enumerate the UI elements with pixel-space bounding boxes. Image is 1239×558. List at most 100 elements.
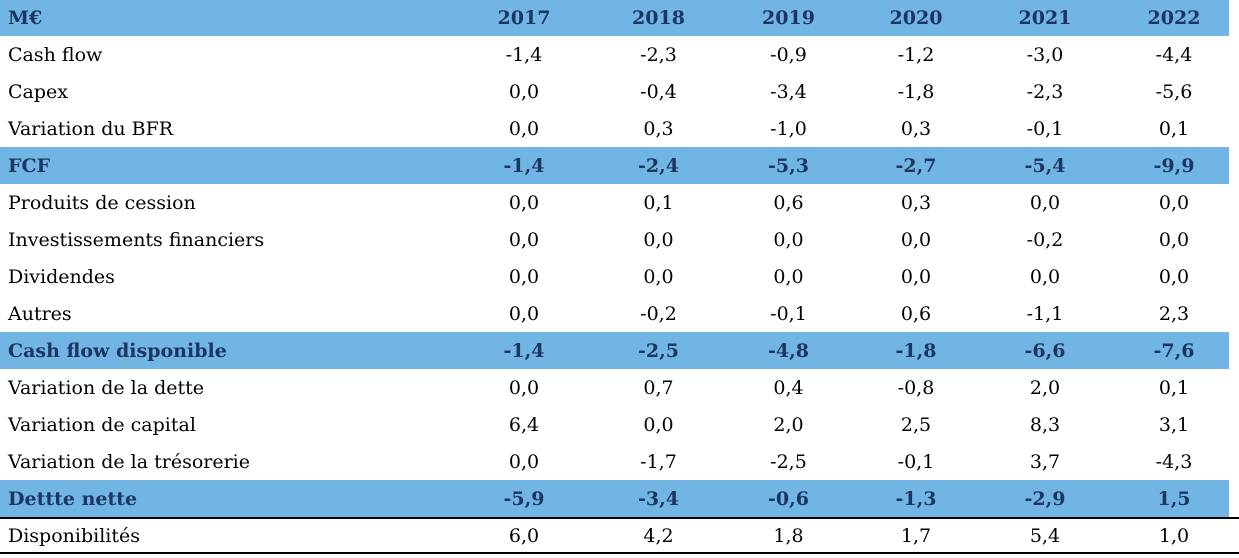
value-2018: 0,0 (643, 228, 674, 251)
row-variation-bfr: Variation du BFR 0,0 0,3 -1,0 0,3 -0,1 0… (0, 110, 1239, 147)
value-2021: -5,4 (1024, 154, 1066, 177)
value-2022: 1,0 (1158, 524, 1190, 547)
value-2020: -1,2 (897, 43, 935, 66)
value-2017: -1,4 (503, 154, 545, 177)
value-2020: 0,0 (900, 228, 932, 251)
value-2018: 0,0 (643, 413, 674, 436)
value-2020: -0,1 (897, 450, 935, 473)
value-2021: 2,0 (1029, 376, 1061, 399)
value-2019: -0,1 (770, 302, 807, 325)
value-2021: -0,2 (1026, 228, 1064, 251)
value-2018: 0,3 (643, 117, 674, 140)
value-2019: -1,0 (770, 117, 807, 140)
row-label: Cash flow (8, 43, 103, 66)
row-label: Variation du BFR (8, 117, 174, 140)
value-2018: 0,1 (643, 191, 674, 214)
value-2021: 8,3 (1029, 413, 1061, 436)
value-2020: -1,8 (895, 339, 937, 362)
value-2018: 0,0 (643, 265, 674, 288)
value-2020: -0,8 (897, 376, 935, 399)
header-row: M€ 2017 2018 2019 2020 2021 2022 (0, 0, 1239, 36)
value-2019: -0,6 (768, 487, 809, 510)
row-dividendes: Dividendes 0,0 0,0 0,0 0,0 0,0 0,0 (0, 258, 1239, 295)
value-2022: 0,1 (1158, 117, 1190, 140)
row-produits-cession: Produits de cession 0,0 0,1 0,6 0,3 0,0 … (0, 184, 1239, 221)
value-2020: 2,5 (900, 413, 932, 436)
row-disponibilites: Disponibilités 6,0 4,2 1,8 1,7 5,4 1,0 (0, 517, 1239, 554)
value-2020: -1,8 (897, 80, 935, 103)
value-2019: 0,0 (773, 228, 804, 251)
value-2017: 0,0 (508, 117, 540, 140)
value-2017: 0,0 (508, 228, 540, 251)
value-2019: 0,4 (773, 376, 804, 399)
value-2017: 6,4 (508, 413, 540, 436)
row-label: FCF (8, 154, 51, 177)
value-2019: 0,6 (773, 191, 804, 214)
value-2017: -1,4 (505, 43, 543, 66)
value-2021: 0,0 (1029, 191, 1061, 214)
value-2021: -2,3 (1026, 80, 1064, 103)
year-header-2019: 2019 (762, 7, 815, 29)
value-2021: -1,1 (1026, 302, 1064, 325)
row-capex: Capex 0,0 -0,4 -3,4 -1,8 -2,3 -5,6 (0, 73, 1239, 110)
row-label: Produits de cession (8, 191, 196, 214)
value-2022: -5,6 (1155, 80, 1193, 103)
value-2017: 6,0 (508, 524, 540, 547)
year-header-2022: 2022 (1147, 7, 1201, 29)
value-2022: 0,0 (1158, 228, 1190, 251)
row-label: Investissements financiers (8, 228, 265, 251)
row-cash-flow-disponible: Cash flow disponible -1,4 -2,5 -4,8 -1,8… (0, 332, 1239, 369)
value-2017: 0,0 (508, 80, 540, 103)
value-2018: -0,2 (640, 302, 677, 325)
value-2019: -0,9 (770, 43, 807, 66)
row-label: Variation de la trésorerie (8, 450, 250, 473)
value-2022: 2,3 (1158, 302, 1190, 325)
value-2021: -3,0 (1026, 43, 1064, 66)
row-fcf: FCF -1,4 -2,4 -5,3 -2,7 -5,4 -9,9 (0, 147, 1239, 184)
value-2021: -2,9 (1024, 487, 1066, 510)
value-2022: 1,5 (1157, 487, 1191, 510)
value-2020: 0,3 (900, 191, 932, 214)
value-2018: -0,4 (640, 80, 677, 103)
value-2019: -4,8 (768, 339, 809, 362)
value-2020: 0,3 (900, 117, 932, 140)
value-2021: 3,7 (1029, 450, 1061, 473)
value-2020: 1,7 (900, 524, 932, 547)
value-2022: 0,0 (1158, 191, 1190, 214)
value-2017: 0,0 (508, 191, 540, 214)
value-2022: 0,1 (1158, 376, 1190, 399)
row-label: Disponibilités (8, 524, 140, 547)
value-2022: -9,9 (1153, 154, 1195, 177)
value-2022: -4,3 (1155, 450, 1193, 473)
value-2019: -5,3 (768, 154, 809, 177)
value-2019: 2,0 (773, 413, 804, 436)
row-variation-capital: Variation de capital 6,4 0,0 2,0 2,5 8,3… (0, 406, 1239, 443)
value-2020: 0,0 (900, 265, 932, 288)
row-variation-tresorerie: Variation de la trésorerie 0,0 -1,7 -2,5… (0, 443, 1239, 480)
row-label: Autres (8, 302, 72, 325)
row-label: Variation de la dette (8, 376, 205, 399)
value-2017: 0,0 (508, 450, 540, 473)
year-header-2018: 2018 (632, 7, 685, 29)
row-cash-flow: Cash flow -1,4 -2,3 -0,9 -1,2 -3,0 -4,4 (0, 36, 1239, 73)
row-label: Cash flow disponible (8, 339, 227, 362)
row-label: Dividendes (8, 265, 115, 288)
row-label: Dettte nette (8, 487, 138, 510)
value-2022: -7,6 (1153, 339, 1195, 362)
value-2018: 0,7 (643, 376, 674, 399)
value-2018: -2,5 (638, 339, 679, 362)
value-2019: 1,8 (773, 524, 804, 547)
value-2018: 4,2 (643, 524, 674, 547)
value-2022: 0,0 (1158, 265, 1190, 288)
value-2020: 0,6 (900, 302, 932, 325)
value-2019: -2,5 (770, 450, 807, 473)
value-2017: -1,4 (503, 339, 545, 362)
row-variation-dette: Variation de la dette 0,0 0,7 0,4 -0,8 2… (0, 369, 1239, 406)
value-2021: 5,4 (1029, 524, 1061, 547)
value-2022: 3,1 (1158, 413, 1190, 436)
value-2017: 0,0 (508, 302, 540, 325)
year-header-2021: 2021 (1018, 7, 1072, 29)
value-2021: 0,0 (1029, 265, 1061, 288)
value-2018: -3,4 (638, 487, 679, 510)
